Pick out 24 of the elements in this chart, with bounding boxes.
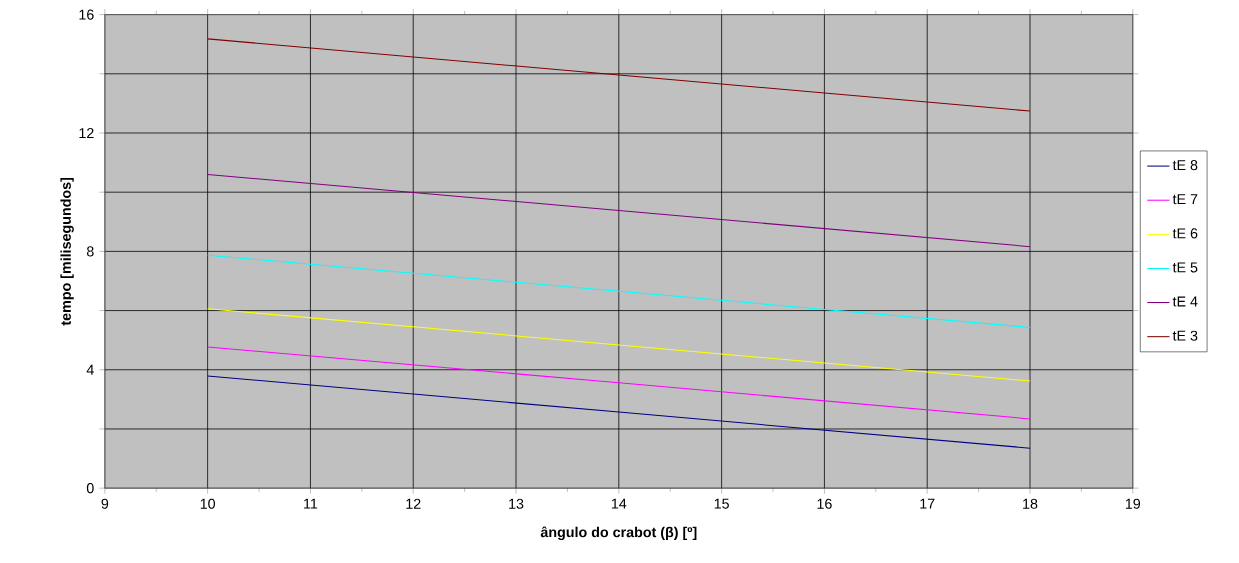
x-tick-label: 19 [1125,498,1141,509]
x-tick-label: 11 [304,498,318,509]
legend-label: tE 5 [1172,262,1198,273]
legend-label: tE 8 [1172,159,1198,171]
x-tick-label: 10 [200,498,216,509]
legend-label: tE 4 [1172,296,1198,307]
x-tick-label: 17 [920,498,935,509]
x-tick-label: 14 [611,498,627,509]
x-axis-title: ângulo do crabot (β) [º] [540,526,697,541]
y-tick-label: 16 [79,9,94,20]
x-tick-label: 9 [101,498,109,509]
y-tick-label: 8 [86,246,94,257]
x-tick-label: 13 [509,498,524,509]
x-tick-label: 18 [1023,498,1038,509]
x-tick-label: 15 [714,498,729,509]
legend-label: tE 3 [1172,330,1198,341]
legend-label: tE 7 [1172,194,1198,205]
x-tick-label: 16 [817,498,832,509]
y-tick-label: 4 [86,364,94,375]
x-tick-label: 12 [406,498,421,509]
y-axis-title: tempo [milisegundos] [60,177,74,326]
y-tick-label: 12 [79,127,94,138]
legend-label: tE 6 [1172,228,1198,239]
y-tick-label: 0 [86,483,94,494]
